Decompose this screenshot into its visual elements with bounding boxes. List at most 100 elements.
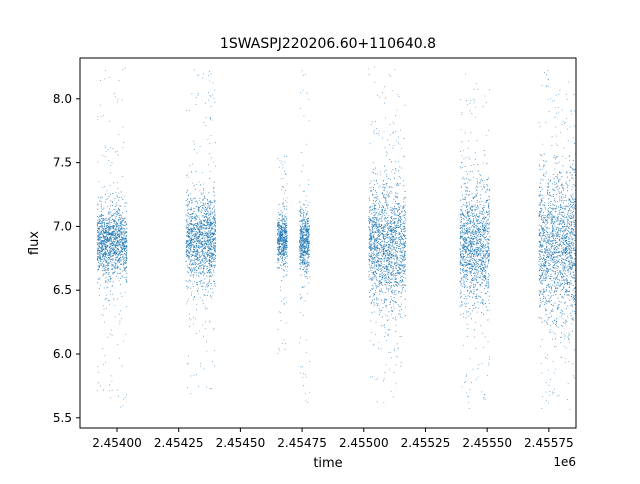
data-point	[277, 219, 279, 221]
data-point	[199, 236, 201, 238]
data-point	[392, 222, 394, 224]
data-point	[368, 264, 370, 266]
data-point	[368, 258, 370, 260]
data-point	[99, 277, 101, 279]
data-point	[189, 317, 191, 319]
data-point	[373, 168, 375, 170]
data-point	[387, 257, 389, 260]
data-point	[307, 221, 309, 223]
data-point	[199, 242, 201, 244]
data-point	[100, 258, 102, 260]
data-point	[108, 245, 110, 247]
data-point	[369, 199, 371, 201]
data-point	[280, 238, 282, 240]
data-point	[195, 240, 197, 242]
data-point	[200, 192, 202, 194]
data-point	[394, 207, 396, 209]
data-point	[121, 247, 123, 249]
data-point	[381, 244, 383, 246]
data-point	[300, 228, 302, 230]
data-point	[123, 219, 125, 221]
data-point	[400, 292, 402, 294]
data-point	[279, 226, 281, 228]
data-point	[108, 211, 110, 213]
data-point	[379, 258, 381, 260]
data-point	[186, 246, 188, 248]
data-point	[205, 232, 207, 234]
data-point	[124, 238, 126, 240]
data-point	[207, 253, 209, 255]
data-point	[113, 238, 115, 240]
data-point	[98, 247, 100, 249]
data-point	[209, 224, 211, 226]
data-point	[206, 232, 208, 234]
data-point	[399, 263, 401, 265]
data-point	[191, 264, 193, 266]
data-point	[96, 223, 98, 225]
data-point	[399, 240, 401, 242]
data-point	[403, 255, 405, 257]
data-point	[369, 248, 371, 250]
data-point	[398, 284, 400, 286]
data-point	[284, 297, 286, 299]
data-point	[202, 267, 204, 269]
data-point	[202, 77, 203, 79]
data-point	[405, 234, 407, 237]
data-point	[121, 217, 123, 219]
data-point	[388, 186, 390, 188]
data-point	[193, 245, 196, 247]
data-point	[187, 204, 189, 206]
data-point	[390, 230, 392, 232]
data-point	[373, 219, 375, 221]
data-point	[283, 263, 285, 265]
data-point	[202, 264, 204, 266]
data-point	[375, 225, 377, 227]
data-point	[199, 254, 201, 256]
data-point	[391, 250, 393, 252]
data-point	[102, 115, 104, 117]
data-point	[185, 199, 187, 202]
data-point	[379, 263, 381, 265]
data-point	[369, 238, 371, 240]
data-point	[103, 389, 105, 391]
data-point	[373, 224, 375, 226]
data-point	[372, 247, 374, 250]
data-point	[398, 232, 400, 234]
data-point	[372, 254, 374, 257]
data-point	[112, 259, 114, 261]
data-point	[370, 246, 372, 248]
data-point	[279, 267, 281, 269]
data-point	[210, 252, 212, 254]
data-point	[385, 217, 387, 220]
data-point	[115, 217, 117, 219]
data-point	[394, 227, 396, 229]
data-point	[193, 247, 195, 249]
data-point	[210, 255, 212, 257]
data-point	[122, 244, 124, 246]
data-point	[102, 235, 105, 237]
data-point	[111, 389, 113, 391]
data-point	[108, 275, 110, 278]
data-point	[189, 233, 191, 235]
data-point	[373, 271, 375, 273]
data-point	[214, 214, 216, 216]
data-point	[187, 205, 189, 207]
data-point	[301, 251, 303, 253]
data-point	[371, 257, 373, 259]
data-point	[387, 260, 389, 262]
data-point	[301, 220, 303, 222]
data-point	[124, 262, 126, 264]
data-point	[117, 244, 119, 246]
data-point	[207, 206, 209, 208]
data-point	[402, 215, 404, 217]
data-point	[111, 268, 113, 270]
data-point	[385, 193, 387, 196]
data-point	[104, 237, 106, 239]
data-point	[207, 245, 209, 247]
data-point	[387, 204, 389, 206]
data-point	[307, 222, 309, 224]
data-point	[121, 251, 123, 253]
data-point	[190, 255, 193, 257]
data-point	[308, 265, 310, 267]
data-point	[403, 230, 405, 233]
